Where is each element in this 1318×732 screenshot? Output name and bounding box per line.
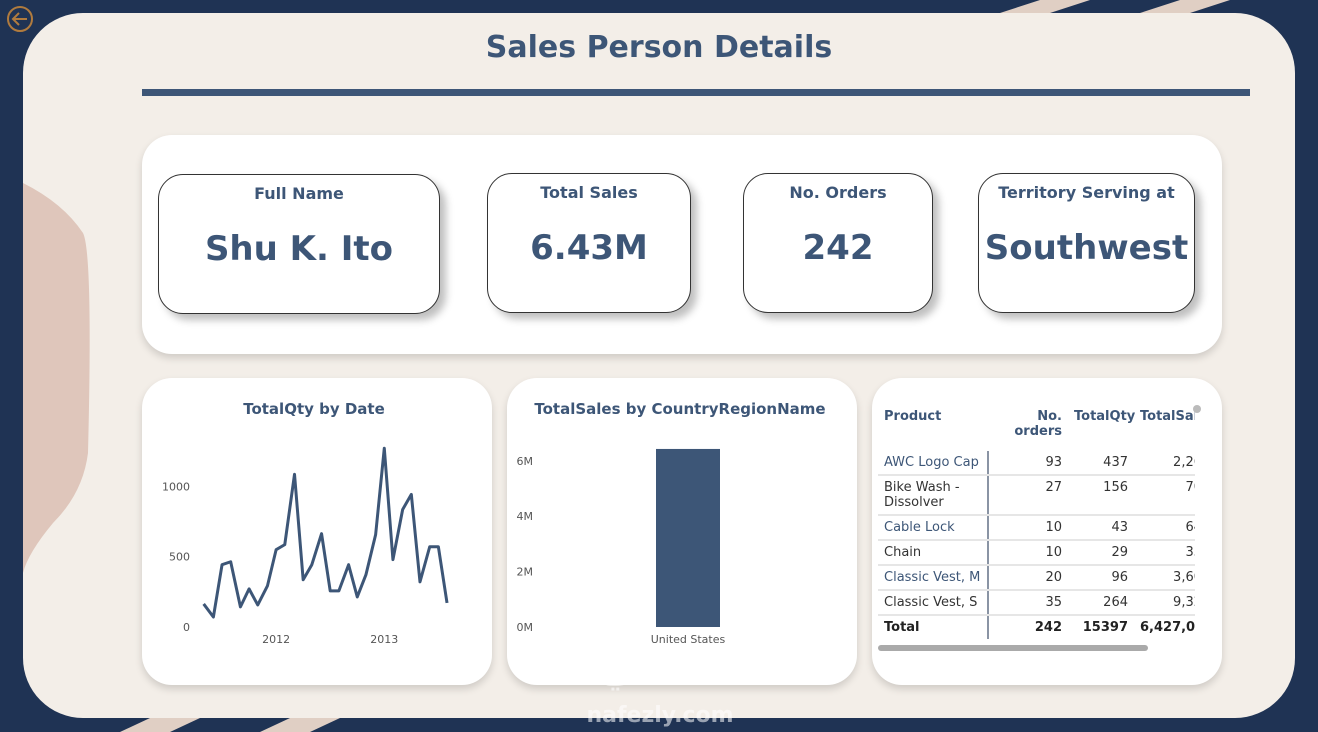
scroll-handle[interactable] bbox=[1193, 405, 1201, 413]
table-cell: 70 bbox=[1134, 475, 1195, 516]
table-cell: 96 bbox=[1068, 565, 1134, 591]
line-panel: TotalQty by Date 0 500 1000 2012 2013 bbox=[142, 378, 492, 685]
table-cell: 35 bbox=[1134, 540, 1195, 566]
table-row: Bike Wash - Dissolver2715670 bbox=[878, 475, 1195, 516]
card-label: Total Sales bbox=[540, 183, 638, 202]
table-cell: Cable Lock bbox=[878, 515, 989, 541]
table-cell: AWC Logo Cap bbox=[878, 451, 989, 476]
product-table: Product No. orders TotalQty TotalSale AWC Lo… bbox=[878, 400, 1195, 639]
table-cell: 27 bbox=[988, 475, 1068, 516]
column-header: No. orders bbox=[1014, 409, 1062, 439]
table-cell: 264 bbox=[1068, 590, 1134, 616]
watermark: nafezly.com bbox=[586, 703, 734, 728]
table-cell: 6,427,00 bbox=[1140, 620, 1195, 635]
kpi-card: Total Sales 6.43M bbox=[487, 173, 691, 313]
y-tick-label: 500 bbox=[169, 551, 190, 564]
table-cell: 10 bbox=[988, 540, 1068, 566]
kpi-card: Territory Serving at Southwest bbox=[978, 173, 1195, 313]
title-rule bbox=[142, 89, 1250, 96]
card-label: Full Name bbox=[254, 184, 344, 203]
table-row: Cable Lock104364 bbox=[878, 515, 1195, 541]
y-tick-label: 6M bbox=[517, 455, 534, 468]
table-cell: 43 bbox=[1068, 515, 1134, 541]
table-row: Product No. orders TotalQty TotalSale bbox=[878, 400, 1195, 451]
table-cell: 9,32 bbox=[1134, 590, 1195, 616]
card-label: No. Orders bbox=[789, 183, 887, 202]
table-cell: Classic Vest, M bbox=[878, 565, 989, 591]
column-header: Product bbox=[884, 409, 942, 424]
y-tick-label: 1000 bbox=[162, 480, 190, 493]
bar bbox=[656, 448, 720, 627]
table-cell: 437 bbox=[1068, 451, 1134, 476]
kpi-card: No. Orders 242 bbox=[743, 173, 933, 313]
y-tick-label: 0 bbox=[183, 621, 190, 634]
scrollbar[interactable] bbox=[878, 645, 1148, 651]
card-value: Shu K. Ito bbox=[204, 229, 394, 269]
y-tick-label: 4M bbox=[517, 510, 534, 523]
page-title: Sales Person Details bbox=[485, 30, 833, 65]
watermark: نفذلي bbox=[598, 645, 722, 691]
table-cell: 156 bbox=[1068, 475, 1134, 516]
table-cell: 29 bbox=[1068, 540, 1134, 566]
table-cell: Classic Vest, S bbox=[878, 590, 989, 616]
table-cell: 10 bbox=[988, 515, 1068, 541]
table-cell: Chain bbox=[878, 540, 989, 566]
table-cell: 35 bbox=[988, 590, 1068, 616]
table-cell: 3,60 bbox=[1134, 565, 1195, 591]
x-tick-label: United States bbox=[651, 633, 726, 646]
kpi-card: Full Name Shu K. Ito bbox=[158, 174, 440, 314]
chart-title: TotalSales by CountryRegionName bbox=[534, 400, 825, 418]
column-header: TotalQty bbox=[1074, 409, 1136, 424]
card-value: Southwest bbox=[984, 228, 1189, 268]
table-cell: Total bbox=[878, 615, 989, 639]
bar-panel: TotalSales by CountryRegionName 0M 2M 4M 6M… bbox=[507, 378, 857, 685]
table-cell: 93 bbox=[988, 451, 1068, 476]
line-chart: TotalQty by Date 0 500 1000 2012 2013 bbox=[162, 400, 449, 646]
x-tick-label: 2013 bbox=[370, 633, 398, 646]
card-label: Territory Serving at bbox=[998, 183, 1175, 202]
card-value: 6.43M bbox=[530, 228, 648, 268]
column-header: TotalSale bbox=[1140, 409, 1195, 424]
line-series bbox=[202, 446, 449, 619]
y-tick-label: 0M bbox=[517, 621, 534, 634]
table-cell: 15397 bbox=[1082, 620, 1128, 635]
table-row: Total 242 15397 6,427,00 bbox=[878, 615, 1195, 639]
table-cell: Bike Wash - Dissolver bbox=[878, 475, 989, 516]
table-row: Chain102935 bbox=[878, 540, 1195, 566]
y-tick-label: 2M bbox=[517, 566, 534, 579]
table-cell: 242 bbox=[1034, 620, 1062, 635]
table-cell: 64 bbox=[1134, 515, 1195, 541]
table-cell: 20 bbox=[988, 565, 1068, 591]
card-value: 242 bbox=[802, 228, 874, 268]
bar-chart: TotalSales by CountryRegionName 0M 2M 4M 6M… bbox=[517, 400, 826, 646]
side-decor bbox=[23, 183, 90, 573]
table-cell: 2,26 bbox=[1134, 451, 1195, 476]
table-container: Product No. orders TotalQty TotalSale AWC Lo… bbox=[878, 400, 1195, 640]
x-tick-label: 2012 bbox=[262, 633, 290, 646]
chart-title: TotalQty by Date bbox=[243, 400, 385, 418]
